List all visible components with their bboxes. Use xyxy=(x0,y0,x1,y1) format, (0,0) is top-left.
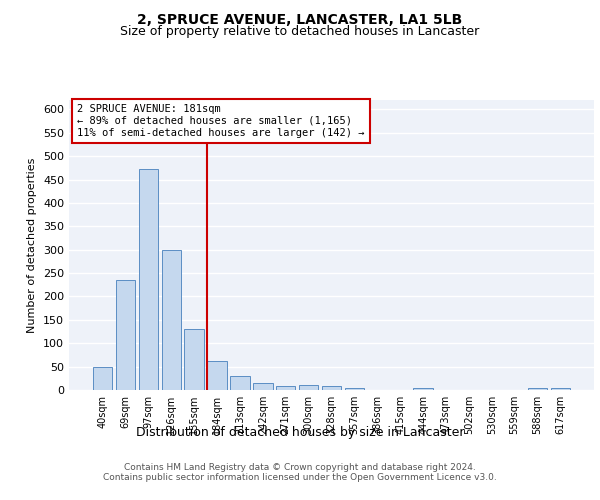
Bar xyxy=(528,388,547,390)
Bar xyxy=(93,366,112,390)
Bar xyxy=(208,361,227,390)
Text: 2 SPRUCE AVENUE: 181sqm
← 89% of detached houses are smaller (1,165)
11% of semi: 2 SPRUCE AVENUE: 181sqm ← 89% of detache… xyxy=(77,104,364,138)
Bar xyxy=(184,329,204,390)
Bar xyxy=(551,388,570,390)
Bar xyxy=(413,388,433,390)
Text: Distribution of detached houses by size in Lancaster: Distribution of detached houses by size … xyxy=(136,426,464,439)
Bar xyxy=(116,280,135,390)
Y-axis label: Number of detached properties: Number of detached properties xyxy=(28,158,37,332)
Bar xyxy=(230,376,250,390)
Bar xyxy=(161,250,181,390)
Bar xyxy=(299,386,319,390)
Bar xyxy=(139,169,158,390)
Text: 2, SPRUCE AVENUE, LANCASTER, LA1 5LB: 2, SPRUCE AVENUE, LANCASTER, LA1 5LB xyxy=(137,12,463,26)
Bar xyxy=(276,386,295,390)
Text: Contains HM Land Registry data © Crown copyright and database right 2024.: Contains HM Land Registry data © Crown c… xyxy=(124,462,476,471)
Text: Size of property relative to detached houses in Lancaster: Size of property relative to detached ho… xyxy=(121,25,479,38)
Bar xyxy=(322,386,341,390)
Text: Contains public sector information licensed under the Open Government Licence v3: Contains public sector information licen… xyxy=(103,472,497,482)
Bar xyxy=(253,382,272,390)
Bar xyxy=(344,388,364,390)
